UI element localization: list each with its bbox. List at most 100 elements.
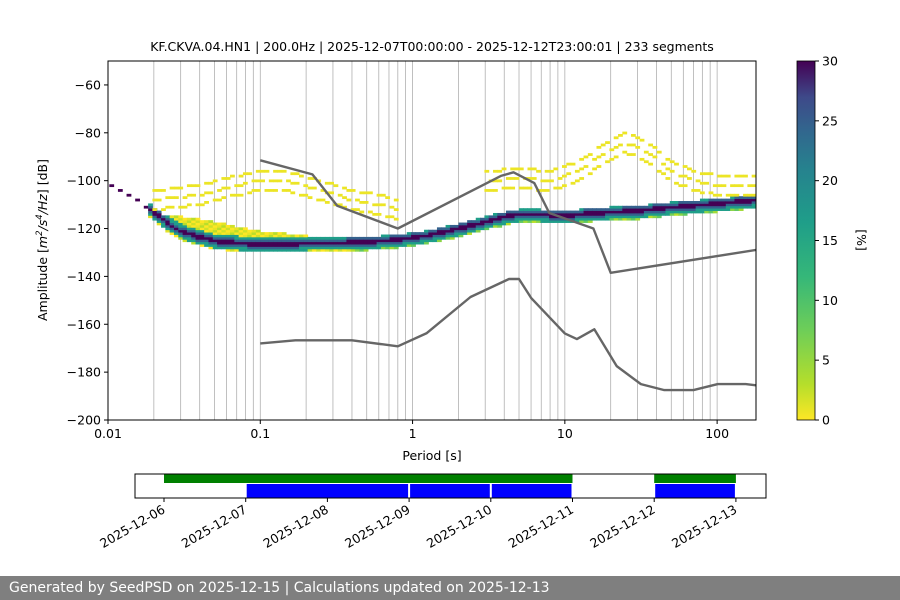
heatmap-cell xyxy=(242,229,248,233)
heatmap-cell xyxy=(445,236,451,240)
heatmap-cell xyxy=(622,150,628,154)
heatmap-cell xyxy=(212,244,218,247)
heatmap-cell xyxy=(441,232,447,235)
heatmap-cell xyxy=(751,196,756,200)
heatmap-cell xyxy=(182,220,188,223)
heatmap-cell xyxy=(225,244,231,247)
heatmap-cell xyxy=(182,229,188,233)
heatmap-cell xyxy=(191,232,197,235)
heatmap-cell xyxy=(531,215,537,219)
heatmap-cell xyxy=(355,248,360,252)
heatmap-cell xyxy=(652,210,658,214)
heatmap-cell xyxy=(527,210,533,214)
heatmap-cell xyxy=(307,241,313,245)
heatmap-cell xyxy=(661,210,666,214)
heatmap-cell xyxy=(376,241,382,245)
heatmap-cell xyxy=(165,215,171,219)
heatmap-cell xyxy=(484,215,490,219)
heatmap-cell xyxy=(540,217,546,221)
heatmap-cell xyxy=(605,208,610,211)
heatmap-cell xyxy=(238,174,244,178)
heatmap-cell xyxy=(510,220,516,223)
heatmap-cell xyxy=(630,143,636,147)
heatmap-cell xyxy=(372,244,378,247)
heatmap-cell xyxy=(605,160,610,164)
heatmap-cell xyxy=(695,189,701,192)
heatmap-cell xyxy=(281,189,287,192)
heatmap-cell xyxy=(484,217,490,221)
heatmap-cell xyxy=(342,236,347,240)
heatmap-cell xyxy=(536,220,541,223)
y-axis-ticks: −200 −180 −160 −140 −120 −100 −80 −60 xyxy=(67,77,108,428)
heatmap-cell xyxy=(566,212,572,216)
heatmap-cell xyxy=(613,217,619,221)
heatmap-cell xyxy=(221,239,227,243)
heatmap-cell xyxy=(484,189,490,192)
heatmap-cell xyxy=(721,208,727,211)
heatmap-cell xyxy=(169,222,175,226)
heatmap-cell xyxy=(161,224,166,228)
heatmap-cell xyxy=(514,215,520,219)
heatmap-cell xyxy=(678,203,684,207)
heatmap-cell xyxy=(217,229,222,233)
heatmap-cell xyxy=(199,220,205,223)
heatmap-cell xyxy=(260,169,266,173)
heatmap-cell xyxy=(730,193,735,197)
heatmap-cell xyxy=(367,236,373,240)
heatmap-cell xyxy=(152,198,158,202)
heatmap-cell xyxy=(609,212,615,216)
heatmap-cell xyxy=(393,217,399,221)
heatmap-cell xyxy=(277,236,283,240)
heatmap-cell xyxy=(648,162,654,166)
heatmap-cell xyxy=(264,234,270,238)
heatmap-cell xyxy=(230,227,235,231)
heatmap-cell xyxy=(639,215,645,219)
heatmap-cell xyxy=(751,193,756,197)
heatmap-cell xyxy=(549,217,554,221)
heatmap-cell xyxy=(165,227,171,231)
heatmap-cell xyxy=(273,239,278,243)
heatmap-cell xyxy=(514,212,520,216)
timeline-blue-bar xyxy=(246,484,409,498)
heatmap-cell xyxy=(186,184,192,188)
heatmap-cell xyxy=(596,165,602,168)
heatmap-cell xyxy=(260,179,266,183)
heatmap-cell xyxy=(518,167,524,171)
heatmap-cell xyxy=(169,217,175,221)
heatmap-cell xyxy=(234,184,240,188)
heatmap-cell xyxy=(566,220,572,223)
heatmap-cell xyxy=(238,244,244,247)
heatmap-cell xyxy=(419,232,425,235)
heatmap-cell xyxy=(242,236,248,240)
heatmap-cell xyxy=(290,181,296,185)
colorbar-label: [%] xyxy=(854,229,869,251)
heatmap-cell xyxy=(471,222,477,226)
heatmap-cell xyxy=(566,210,572,214)
heatmap-cell xyxy=(561,220,567,223)
heatmap-cell xyxy=(255,232,261,235)
heatmap-cell xyxy=(717,208,723,211)
heatmap-cell xyxy=(195,224,201,228)
heatmap-cell xyxy=(294,244,300,247)
heatmap-cell xyxy=(191,193,197,197)
heatmap-cell xyxy=(436,239,442,243)
heatmap-cell xyxy=(273,232,278,235)
heatmap-cell xyxy=(342,244,347,247)
heatmap-cell xyxy=(523,217,529,221)
heatmap-cell xyxy=(695,208,701,211)
heatmap-cell xyxy=(583,208,589,211)
heatmap-cell xyxy=(738,205,744,209)
heatmap-cell xyxy=(230,248,235,252)
heatmap-cell xyxy=(574,212,580,216)
heatmap-cell xyxy=(294,236,300,240)
timeline-blue-bar xyxy=(655,484,735,498)
heatmap-cell xyxy=(303,184,309,188)
heatmap-cell xyxy=(173,220,179,223)
heatmap-cell xyxy=(264,248,270,252)
heatmap-cell xyxy=(165,217,171,221)
heatmap-cell xyxy=(389,246,395,250)
heatmap-cell xyxy=(501,215,507,219)
heatmap-cell xyxy=(148,203,153,207)
heatmap-cell xyxy=(173,217,179,221)
heatmap-cell xyxy=(255,234,261,238)
